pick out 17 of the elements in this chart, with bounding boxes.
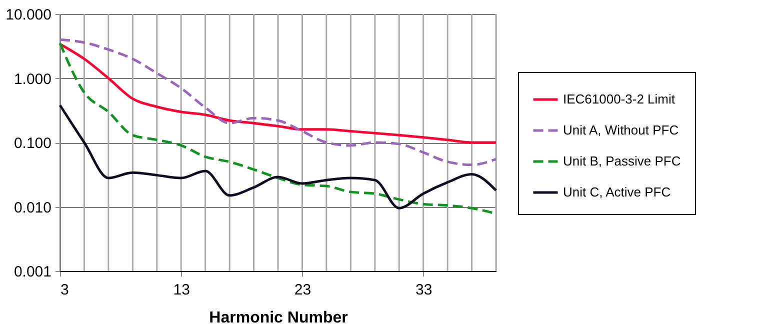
x-tick-label: 13 bbox=[173, 282, 190, 298]
y-tick-label: 10.000 bbox=[6, 6, 52, 24]
y-tick-label: 1.000 bbox=[14, 70, 52, 88]
legend-label: Unit B, Passive PFC bbox=[563, 154, 681, 168]
y-tick-label: 0.001 bbox=[14, 264, 52, 280]
line-series bbox=[58, 38, 498, 166]
line-series bbox=[58, 42, 498, 144]
x-tick-label: 33 bbox=[415, 282, 432, 298]
x-tick-label: 3 bbox=[60, 282, 69, 298]
x-axis-title: Harmonic Number bbox=[209, 310, 348, 324]
legend-label: Unit A, Without PFC bbox=[563, 122, 679, 138]
x-tick-label: 23 bbox=[294, 282, 312, 298]
line-series bbox=[58, 104, 498, 210]
legend-label: Unit C, Active PFC bbox=[563, 184, 671, 200]
legend-label: IEC61000-3-2 Limit bbox=[563, 92, 676, 106]
y-tick-label: 0.100 bbox=[14, 135, 52, 152]
y-tick-label: 0.010 bbox=[14, 199, 52, 216]
